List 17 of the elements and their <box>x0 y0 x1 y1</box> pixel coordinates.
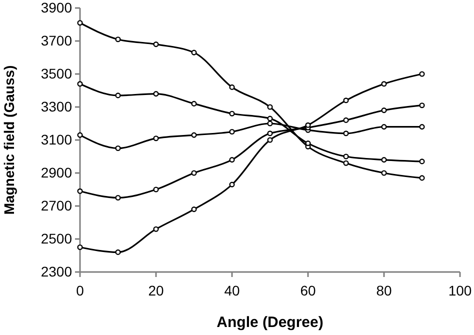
x-tick-label: 0 <box>76 282 84 298</box>
x-tick-label: 100 <box>448 282 472 298</box>
x-tick-label: 20 <box>148 282 164 298</box>
y-tick-label: 2700 <box>40 197 72 214</box>
y-tick-label: 2300 <box>40 263 72 280</box>
x-tick-label: 60 <box>300 282 316 298</box>
y-tick-label: 3500 <box>40 65 72 82</box>
y-axis-title: Magnetic field (Gauss) <box>1 65 17 215</box>
y-tick-label: 3100 <box>40 131 72 148</box>
x-axis-title: Angle (Degree) <box>216 314 324 331</box>
y-tick-label: 3300 <box>40 98 72 114</box>
y-tick-label: 2500 <box>40 230 72 246</box>
y-tick-label: 3700 <box>40 32 72 48</box>
x-tick-label: 40 <box>224 282 240 298</box>
y-tick-label: 3900 <box>40 0 72 16</box>
x-tick-label: 80 <box>376 282 392 298</box>
y-tick-label: 2900 <box>40 164 72 180</box>
